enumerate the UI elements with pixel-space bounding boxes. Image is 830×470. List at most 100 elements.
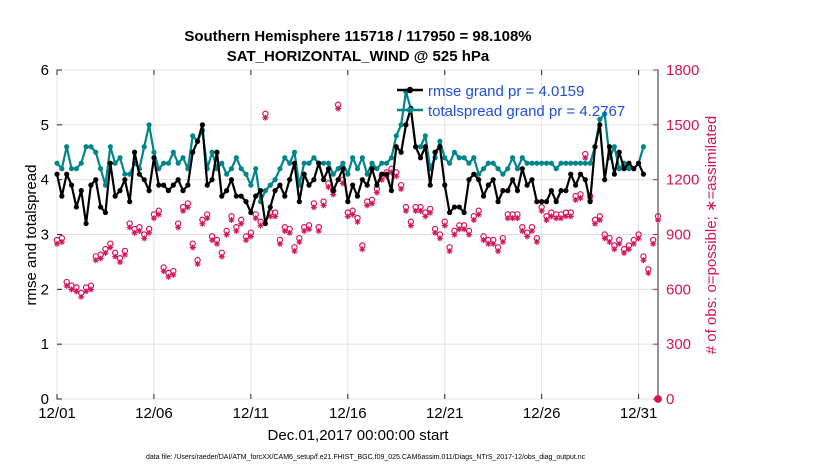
y-right-tick-label: 1500 [666, 117, 699, 134]
obs-assimilated-point [131, 229, 138, 236]
obs-assimilated-point [461, 226, 468, 233]
obs-assimilated-stroke-3 [267, 213, 273, 219]
obs-assimilated-stroke-3 [199, 221, 205, 227]
rmse-point [403, 122, 409, 128]
totalspread-point [170, 149, 176, 155]
obs-assimilated-point [611, 246, 618, 253]
obs-assimilated-stroke-3 [558, 215, 564, 221]
data-file-footer: data file: /Users/raeder/DAI/ATM_forcXX/… [146, 454, 586, 461]
rmse-point [112, 193, 118, 199]
rmse-point [316, 160, 322, 166]
obs-assimilated-point [577, 195, 584, 202]
rmse-point [529, 177, 535, 183]
y-axis-left-ticks: 0 1 2 3 4 5 6 [41, 62, 62, 408]
obs-assimilated-stroke-3 [544, 217, 550, 223]
x-axis-label: Dec.01,2017 00:00:00 start [268, 427, 450, 444]
obs-assimilated-point [645, 270, 652, 277]
rmse-point [165, 188, 172, 194]
obs-assimilated-point [591, 220, 598, 227]
rmse-point [161, 182, 167, 188]
obs-assimilated-stroke-3 [471, 217, 477, 223]
obs-assimilated-point [315, 228, 322, 235]
totalspread-point [267, 182, 273, 188]
obs-assimilated-stroke-3 [650, 241, 656, 247]
obs-assimilated-stroke-3 [59, 239, 65, 245]
rmse-point [568, 171, 574, 177]
obs-assimilated-point [364, 202, 371, 209]
totalspread-point [243, 171, 249, 177]
obs-assimilated-stroke-3 [393, 173, 399, 179]
rmse-point [83, 220, 89, 227]
totalspread-point [437, 138, 443, 144]
obs-assimilated-stroke-3 [505, 215, 511, 221]
rmse-point [383, 171, 390, 177]
obs-assimilated-stroke-3 [325, 184, 331, 190]
totalspread-point [301, 160, 307, 166]
obs-assimilated-point [601, 235, 608, 242]
obs-assimilated-stroke-3 [272, 213, 278, 219]
rmse-point [417, 155, 424, 161]
rmse-point [233, 193, 239, 199]
obs-assimilated-point [562, 213, 569, 220]
obs-assimilated-point [83, 288, 90, 295]
totalspread-point [306, 160, 312, 166]
totalspread-point [180, 155, 186, 161]
obs-assimilated-stroke-3 [359, 246, 365, 252]
y-right-tick-label: 900 [666, 227, 691, 244]
totalspread-point [311, 155, 317, 161]
totalspread-point [107, 144, 113, 150]
totalspread-point [471, 155, 477, 161]
obs-assimilated-stroke-3 [490, 241, 496, 247]
totalspread-point [330, 171, 336, 177]
totalspread-point [122, 171, 128, 177]
obs-assimilated-stroke-3 [476, 212, 482, 218]
obs-assimilated-stroke-3 [447, 248, 453, 254]
obs-assimilated-point [68, 286, 75, 293]
totalspread-point [442, 155, 448, 161]
totalspread-point [219, 160, 225, 166]
obs-assimilated-stroke-3 [403, 208, 409, 214]
totalspread-point [156, 166, 162, 172]
obs-assimilated-point [470, 217, 477, 224]
rmse-point [573, 182, 579, 188]
totalspread-point [277, 166, 283, 172]
totalspread-point [224, 171, 230, 177]
rmse-point [238, 193, 244, 199]
obs-assimilated-stroke-3 [214, 241, 220, 247]
rmse-point [151, 155, 157, 161]
obs-assimilated-point [78, 293, 85, 300]
x-tick-label: 12/01 [38, 405, 76, 422]
rmse-point [534, 199, 540, 205]
totalspread-point [374, 166, 380, 172]
obs-assimilated-stroke-3 [640, 257, 646, 263]
obs-assimilated-stroke-3 [621, 250, 627, 256]
rmse-point [180, 188, 186, 194]
rmse-point [127, 199, 133, 205]
totalspread-point [78, 160, 84, 166]
obs-assimilated-point [398, 185, 405, 192]
obs-assimilated-point [499, 238, 506, 245]
obs-assimilated-stroke-3 [117, 259, 123, 265]
obs-assimilated-point [247, 233, 254, 240]
rmse-point [490, 177, 496, 183]
totalspread-point [597, 116, 603, 122]
obs-assimilated-point [223, 231, 230, 238]
rmse-point [495, 199, 501, 205]
rmse-point [509, 177, 516, 183]
obs-assimilated-stroke-3 [54, 241, 60, 247]
obs-assimilated-stroke-3 [258, 223, 264, 229]
obs-assimilated-stroke-3 [437, 235, 443, 241]
obs-assimilated-stroke-3 [316, 228, 322, 234]
obs-assimilated-stroke-3 [345, 213, 351, 219]
obs-assimilated-stroke-3 [592, 221, 598, 227]
rmse-point [393, 144, 399, 150]
obs-assimilated-stroke-3 [253, 215, 259, 221]
obs-assimilated-stroke-3 [122, 252, 128, 258]
rmse-point [345, 199, 351, 205]
totalspread-point [539, 160, 545, 166]
y-left-tick-label: 0 [41, 391, 49, 408]
obs-assimilated-stroke-3 [607, 239, 613, 245]
totalspread-point [602, 111, 608, 117]
rmse-point [272, 188, 278, 194]
obs-assimilated-point [257, 222, 264, 229]
